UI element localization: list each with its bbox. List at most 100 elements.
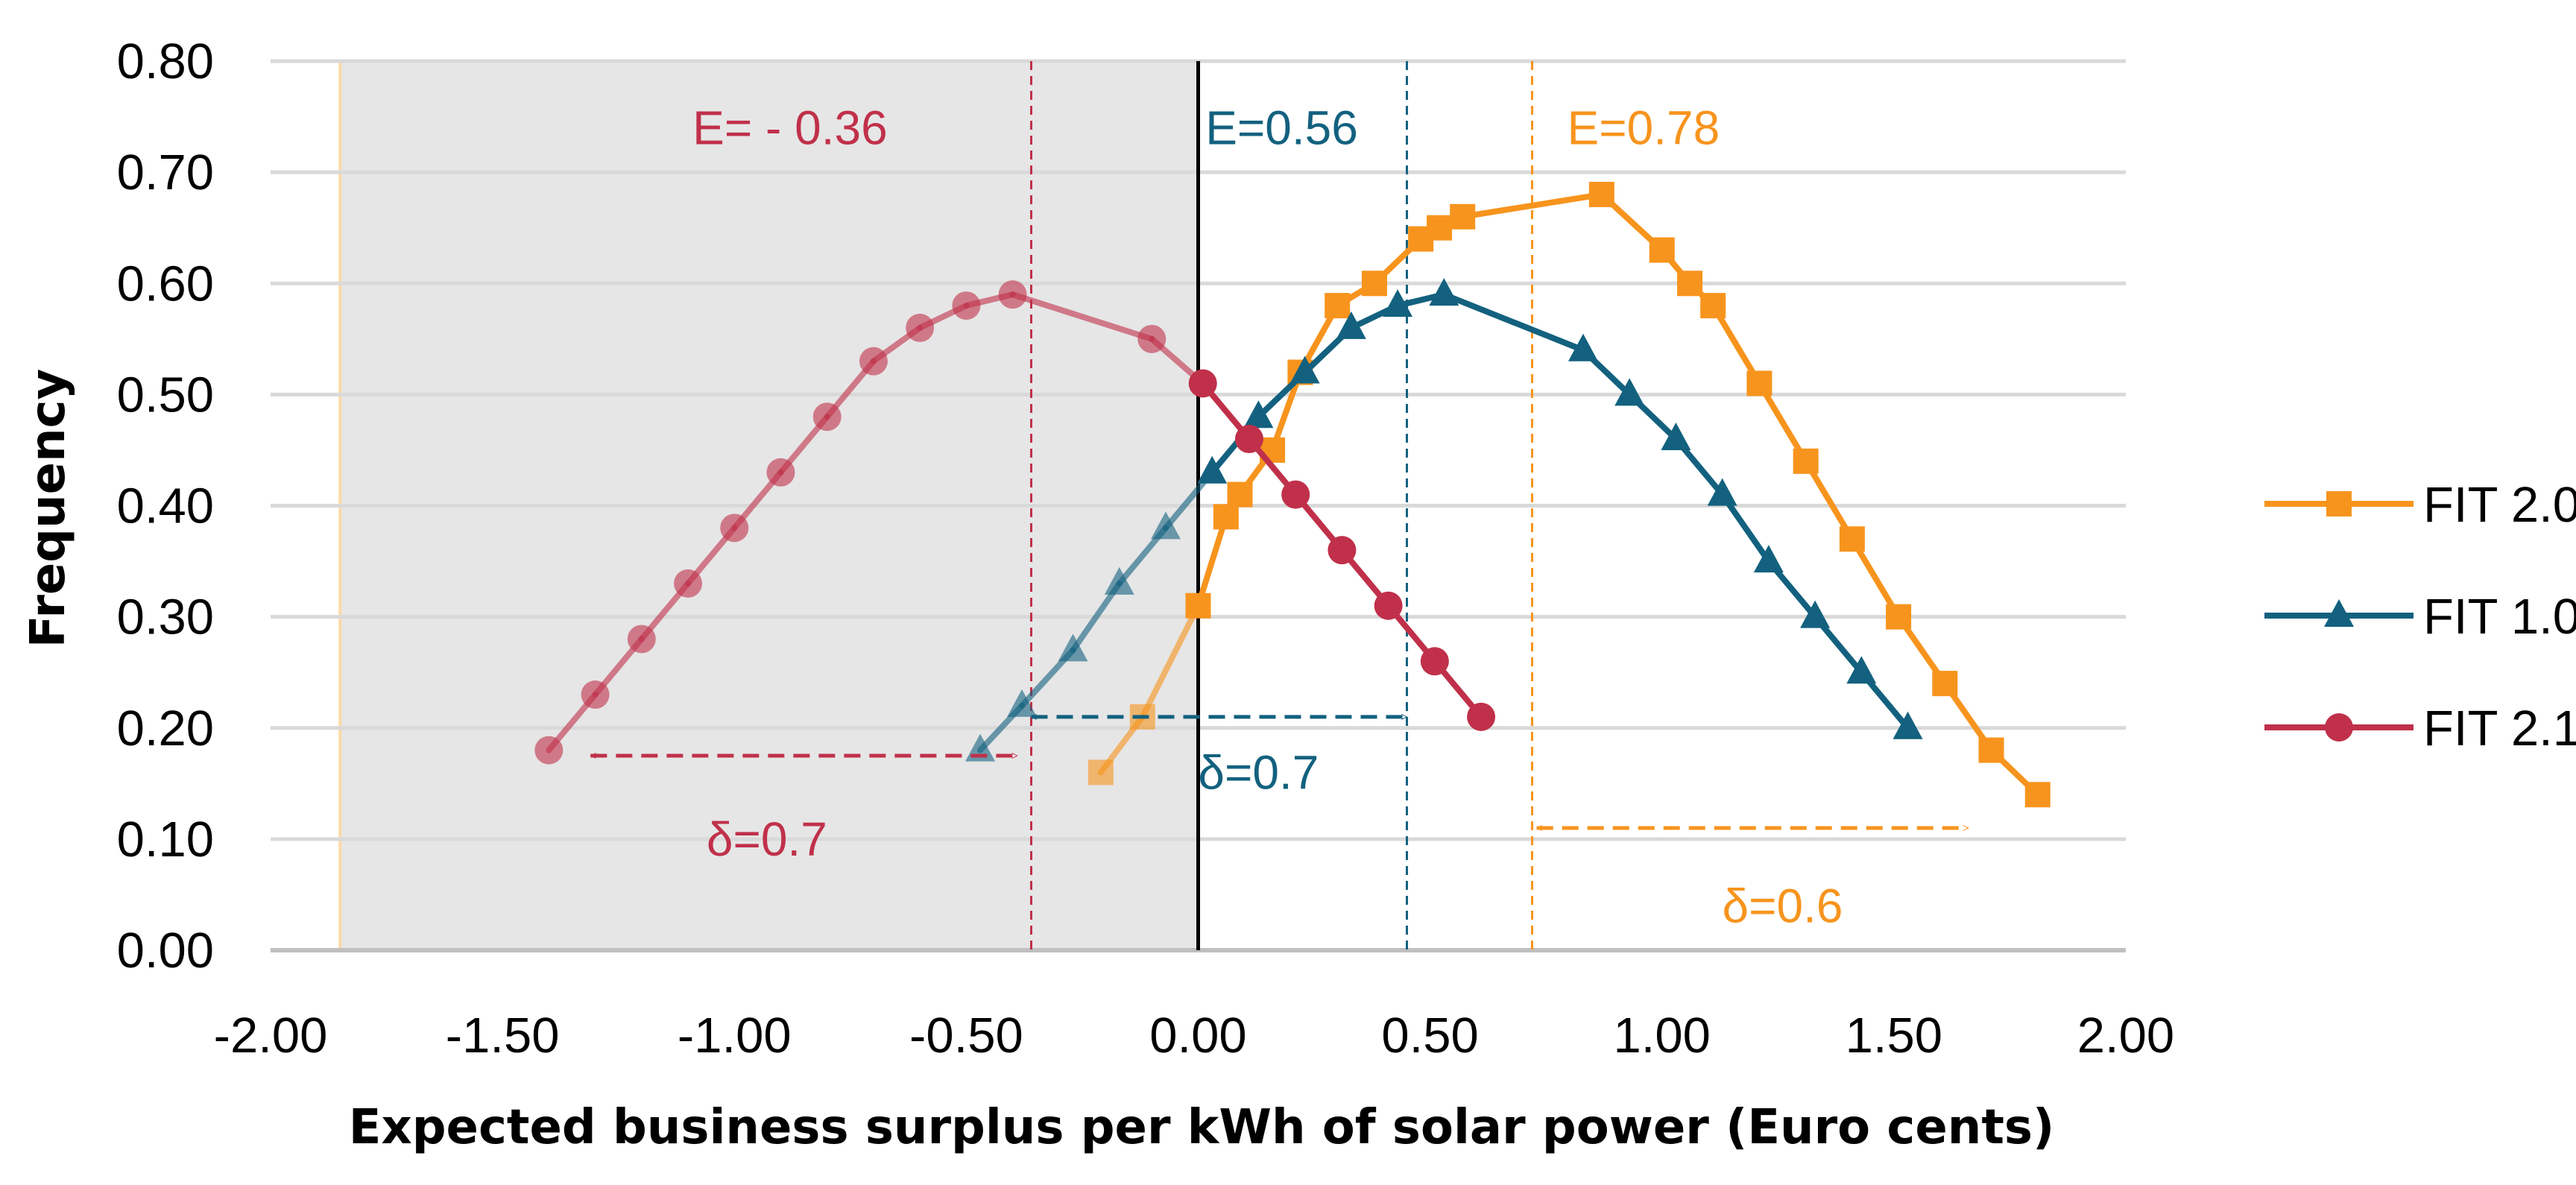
data-point (534, 736, 564, 765)
data-point (1188, 369, 1217, 398)
data-point (1336, 311, 1366, 339)
series-line-segment (1756, 380, 1809, 464)
data-point (1289, 356, 1320, 384)
annotation-label: δ=0.6 (1723, 879, 1843, 932)
data-point (1846, 656, 1877, 684)
series-line-segment (1459, 191, 1605, 220)
data-point (1281, 480, 1310, 509)
y-tick-label: 0.50 (117, 367, 214, 423)
data-point (1137, 324, 1167, 353)
legend-item: FIT 2.1 (2264, 701, 2576, 756)
data-point (1892, 711, 1923, 739)
annotation-label: δ=0.7 (707, 812, 827, 866)
data-point (1932, 671, 1958, 697)
series-line-segment (1849, 536, 1902, 620)
data-point (1753, 545, 1784, 573)
annotation-label: E= - 0.36 (692, 101, 888, 154)
annotations: E= - 0.36 E=0.56 E=0.78 δ=0.7 δ=0.7 δ=0.6 (692, 101, 1843, 932)
data-point (952, 291, 981, 320)
data-point (581, 680, 610, 710)
reference-lines (1029, 61, 1534, 950)
y-tick-label: 0.00 (117, 923, 214, 979)
x-tick-label: -1.00 (678, 1008, 792, 1064)
data-point (2024, 782, 2051, 808)
data-point (1588, 181, 1614, 207)
data-point (1087, 759, 1114, 786)
data-point (1383, 289, 1413, 317)
data-point (720, 514, 749, 543)
data-point (1007, 689, 1038, 717)
legend-marker (2325, 713, 2353, 742)
x-axis-title: Expected business surplus per kWh of sol… (349, 1100, 2055, 1155)
data-point (1450, 203, 1476, 230)
series-line-segment (1441, 291, 1586, 353)
data-point (1227, 481, 1253, 508)
data-point (1886, 604, 1912, 630)
data-point (1185, 592, 1211, 619)
data-point (1467, 702, 1496, 731)
legend: FIT 2.0 FIT 1.0 FIT 2.1 (2264, 477, 2576, 756)
x-tick-label: -0.50 (909, 1008, 1023, 1064)
data-point (1793, 448, 1819, 474)
data-point (1427, 215, 1453, 241)
y-tick-label: 0.80 (117, 34, 214, 89)
data-point (1328, 536, 1357, 565)
data-point (1978, 737, 2004, 763)
data-point (1839, 526, 1865, 552)
data-point (627, 625, 656, 654)
annotation-label: E=0.78 (1568, 101, 1720, 154)
series-line-segment (1710, 303, 1763, 387)
y-tick-label: 0.70 (117, 145, 214, 200)
legend-label: FIT 2.0 (2423, 477, 2576, 533)
data-point (1707, 478, 1737, 506)
annotation-label: δ=0.7 (1198, 745, 1319, 799)
series-line-segment (1009, 291, 1155, 342)
data-point (1649, 237, 1675, 263)
legend-marker (2326, 491, 2352, 516)
data-point (1661, 423, 1691, 451)
series-fit-1-0 (965, 278, 1923, 762)
data-point (998, 280, 1027, 309)
data-point (1420, 647, 1449, 676)
data-point (1213, 504, 1239, 530)
series-line-segment (1139, 602, 1202, 720)
annotation-label: E=0.56 (1205, 101, 1358, 154)
data-point (1374, 591, 1403, 620)
data-point (1197, 455, 1228, 484)
data-point (1568, 333, 1598, 361)
series-fit-2-1 (534, 280, 1496, 765)
data-point (674, 569, 703, 598)
legend-item: FIT 2.0 (2264, 477, 2576, 533)
x-tick-label: 1.50 (1846, 1008, 1942, 1064)
y-tick-label: 0.20 (117, 701, 214, 756)
y-tick-label: 0.40 (117, 478, 214, 534)
data-point (1243, 400, 1274, 429)
series-line-segment (1802, 458, 1855, 543)
x-tick-label: 1.00 (1614, 1008, 1711, 1064)
x-axis-ticks: -2.00 -1.50 -1.00 -0.50 0.00 0.50 1.00 1.50 2.00 (214, 1008, 2175, 1064)
y-tick-label: 0.60 (117, 256, 214, 312)
y-tick-label: 0.10 (117, 812, 214, 868)
series-line-segment (1195, 514, 1229, 609)
data-point (1677, 271, 1703, 297)
x-tick-label: 0.50 (1381, 1008, 1478, 1064)
data-point (1614, 378, 1645, 406)
data-point (812, 402, 842, 432)
legend-label: FIT 1.0 (2423, 589, 2576, 645)
data-point (1058, 633, 1088, 662)
legend-label: FIT 2.1 (2423, 701, 2576, 756)
legend-marker (2324, 599, 2354, 627)
data-point (1746, 370, 1772, 396)
x-tick-label: 2.00 (2077, 1008, 2174, 1064)
delta-arrows (590, 717, 1968, 828)
data-point (906, 313, 935, 342)
data-point (859, 347, 888, 376)
data-point (1700, 293, 1726, 319)
x-tick-label: 0.00 (1149, 1008, 1246, 1064)
series-layer (534, 181, 2051, 808)
data-point (1325, 293, 1351, 319)
data-point (1150, 511, 1181, 540)
data-point (1800, 600, 1831, 628)
data-point (1429, 278, 1459, 306)
